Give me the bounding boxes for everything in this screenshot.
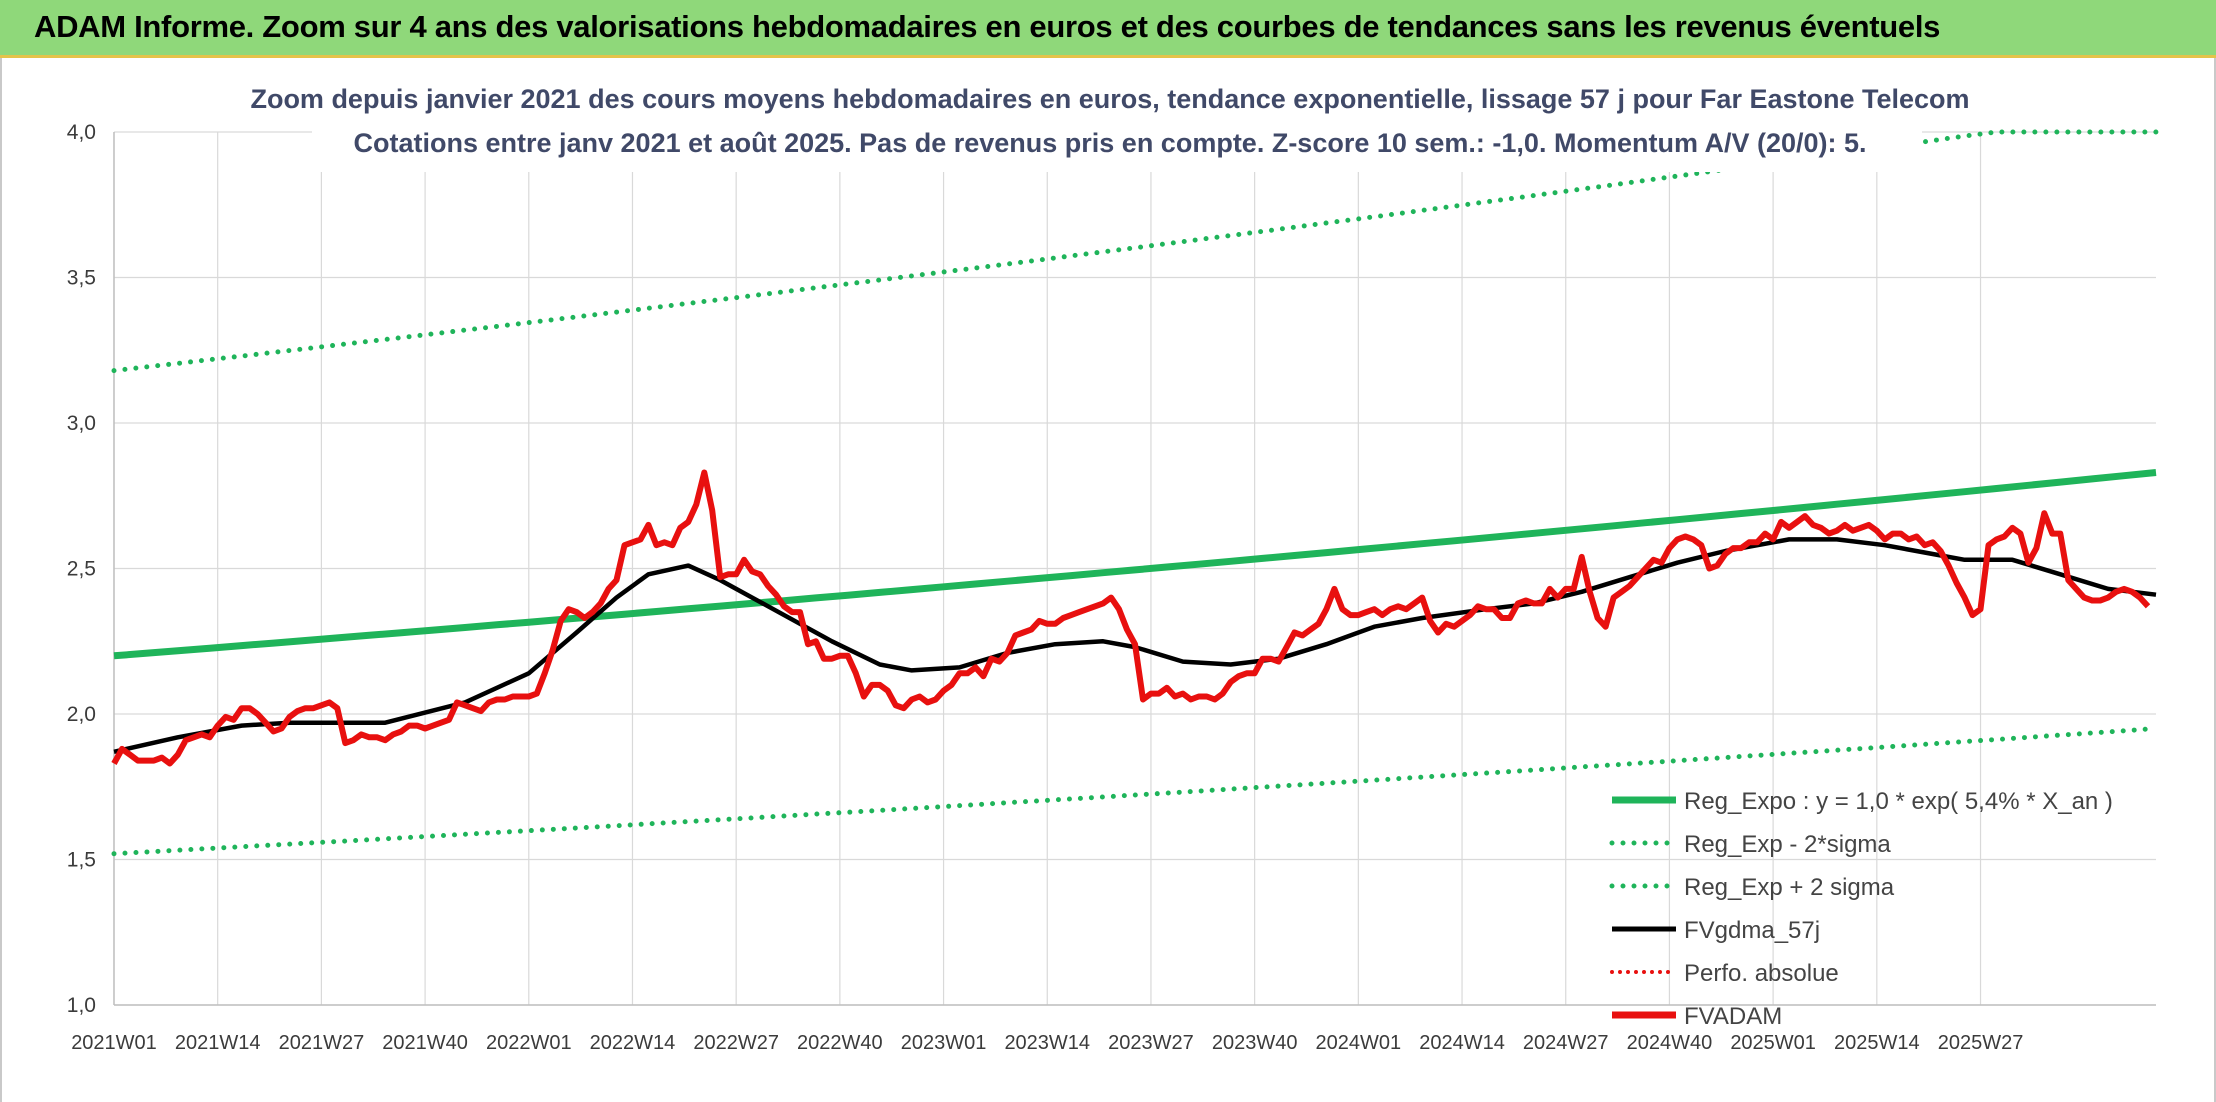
chart-series xyxy=(111,129,2159,857)
y-tick-label: 4,0 xyxy=(67,121,96,144)
x-tick-label: 2021W27 xyxy=(279,1032,365,1054)
x-tick-label: 2023W14 xyxy=(1004,1032,1090,1054)
x-tick-label: 2024W01 xyxy=(1316,1032,1402,1054)
chart-titles: Zoom depuis janvier 2021 des cours moyen… xyxy=(250,72,1970,172)
x-tick-label: 2025W01 xyxy=(1730,1032,1816,1054)
legend-label: FVADAM xyxy=(1684,1003,1782,1030)
x-tick-label: 2021W14 xyxy=(175,1032,261,1054)
x-tick-label: 2023W27 xyxy=(1108,1032,1194,1054)
y-tick-label: 2,5 xyxy=(67,558,96,581)
legend-label: FVgdma_57j xyxy=(1684,917,1820,944)
title-background xyxy=(312,72,1922,172)
chart-legend: Reg_Expo : y = 1,0 * exp( 5,4% * X_an ) R… xyxy=(1609,788,2113,1030)
report-title: ADAM Informe. Zoom sur 4 ans des valoris… xyxy=(34,9,1941,44)
x-tick-label: 2024W27 xyxy=(1523,1032,1609,1054)
legend-item: FVgdma_57j xyxy=(1612,917,1820,944)
x-tick-label: 2021W40 xyxy=(382,1032,468,1054)
x-tick-label: 2022W14 xyxy=(590,1032,676,1054)
x-tick-label: 2021W01 xyxy=(71,1032,157,1054)
line-chart: 1,01,52,02,53,03,54,0 2021W01 2021W14 2021… xyxy=(67,72,2159,1054)
legend-item: Reg_Exp + 2 sigma xyxy=(1609,874,1895,901)
series-reg-expo xyxy=(113,469,2157,660)
chart-frame: 1,0 1,5 2,0 2,5 3,0 3,5 4,0 2021W01 2021W14 2021… xyxy=(0,58,2216,1102)
series-reg-exp-minus-2sigma xyxy=(111,726,2159,857)
chart-subtitle: Cotations entre janv 2021 et août 2025. … xyxy=(353,128,1866,158)
legend-label: Perfo. absolue xyxy=(1684,960,1839,987)
legend-label: Reg_Expo : y = 1,0 * exp( 5,4% * X_an ) xyxy=(1684,788,2113,815)
x-tick-label: 2023W01 xyxy=(901,1032,987,1054)
series-fvadam xyxy=(111,469,2151,767)
y-tick-label: 3,0 xyxy=(67,412,96,435)
x-tick-label: 2022W40 xyxy=(797,1032,883,1054)
x-tick-label: 2022W01 xyxy=(486,1032,572,1054)
x-tick-label: 2024W14 xyxy=(1419,1032,1505,1054)
legend-item: Reg_Exp - 2*sigma xyxy=(1609,831,1891,858)
series-fvgdma-57j xyxy=(113,537,2157,754)
legend-item: Reg_Expo : y = 1,0 * exp( 5,4% * X_an ) xyxy=(1612,788,2113,815)
x-tick-label: 2025W27 xyxy=(1938,1032,2024,1054)
x-axis: 2021W01 2021W14 2021W27 2021W40 2022W01 2022W… xyxy=(71,1032,2023,1054)
chart-title: Zoom depuis janvier 2021 des cours moyen… xyxy=(250,84,1969,114)
y-tick-label: 3,5 xyxy=(67,267,96,290)
x-tick-label: 2023W40 xyxy=(1212,1032,1298,1054)
legend-item: Perfo. absolue xyxy=(1610,960,1839,987)
x-tick-label: 2025W14 xyxy=(1834,1032,1920,1054)
y-axis: 1,0 1,5 2,0 2,5 3,0 3,5 4,0 xyxy=(67,121,96,1017)
report-banner: ADAM Informe. Zoom sur 4 ans des valoris… xyxy=(0,0,2216,58)
legend-item: FVADAM xyxy=(1612,1003,1782,1030)
legend-label: Reg_Exp + 2 sigma xyxy=(1684,874,1895,901)
x-tick-label: 2022W27 xyxy=(693,1032,779,1054)
x-tick-label: 2024W40 xyxy=(1627,1032,1713,1054)
y-tick-label: 2,0 xyxy=(67,703,96,726)
y-tick-label: 1,0 xyxy=(67,994,96,1017)
y-tick-label: 1,5 xyxy=(67,849,96,872)
legend-label: Reg_Exp - 2*sigma xyxy=(1684,831,1891,858)
